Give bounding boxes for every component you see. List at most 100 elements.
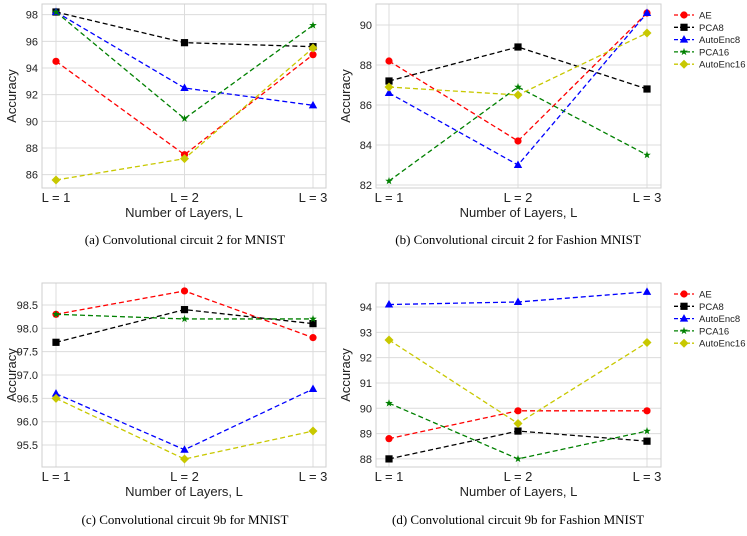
- legend-label: AutoEnc16: [699, 339, 745, 350]
- y-tick-label: 94: [360, 302, 372, 314]
- legend-marker: [679, 35, 689, 43]
- y-tick-label: 88: [360, 454, 372, 466]
- data-point: [385, 435, 393, 443]
- x-axis-label: Number of Layers, L: [460, 205, 578, 220]
- legend-label: PCA16: [699, 326, 729, 337]
- y-tick-label: 86: [360, 100, 372, 112]
- x-tick-label: L = 1: [42, 469, 71, 484]
- data-point: [52, 57, 60, 65]
- series-ae: [385, 407, 651, 443]
- series-pca16: [52, 8, 317, 122]
- chart-b: 82 84 86 88 90 L = 1 L = 2 L = 3 Number of Layer…: [338, 3, 745, 220]
- legend-label: AE: [699, 11, 712, 22]
- data-point: [642, 287, 652, 295]
- series-pca8: [385, 43, 651, 93]
- legend-marker: [680, 47, 688, 56]
- data-point: [513, 418, 523, 428]
- x-tick-label: L = 3: [299, 190, 328, 205]
- series-autoenc16: [384, 335, 652, 428]
- legend-label: AutoEnc16: [699, 60, 745, 71]
- x-tick-label: L = 3: [299, 469, 328, 484]
- data-point: [52, 8, 60, 16]
- legend-marker: [679, 338, 689, 348]
- legend-marker: [680, 23, 688, 31]
- series-autoenc8: [384, 8, 652, 168]
- data-point: [514, 427, 522, 435]
- data-point: [180, 287, 189, 295]
- caption-b: (b) Convolutional circuit 2 for Fashion …: [395, 232, 641, 247]
- x-tick-label: L = 2: [170, 469, 199, 484]
- chart-a: 86 88 90 92 94 96 98 L = 1 L = 2 L = 3 Number of L…: [4, 3, 328, 220]
- legend-label: AutoEnc8: [699, 35, 740, 46]
- y-tick-label: 82: [360, 180, 372, 192]
- legend-item: AutoEnc8: [674, 35, 740, 46]
- legend-item: AE: [674, 11, 712, 22]
- data-point: [643, 427, 651, 435]
- data-point: [385, 177, 393, 185]
- data-point: [643, 407, 651, 415]
- x-tick-label: L = 1: [375, 190, 404, 205]
- data-point: [180, 114, 189, 122]
- data-point: [180, 314, 189, 323]
- series-pca8: [52, 306, 317, 346]
- x-tick-label: L = 2: [504, 190, 533, 205]
- y-tick-label: 94: [26, 63, 38, 75]
- y-tick-label: 93: [360, 327, 372, 339]
- y-axis-label: Accuracy: [4, 69, 19, 123]
- series-autoenc16: [51, 393, 318, 464]
- data-point: [309, 21, 317, 29]
- x-tick-label: L = 2: [170, 190, 199, 205]
- series-line: [388, 46, 648, 90]
- data-point: [513, 297, 523, 305]
- data-point: [513, 160, 523, 168]
- data-point: [51, 389, 61, 397]
- series-autoenc16: [384, 28, 652, 100]
- legend-marker: [680, 11, 688, 19]
- legend-label: PCA16: [699, 47, 729, 58]
- data-point: [180, 154, 189, 164]
- legend-item: AE: [674, 290, 712, 301]
- data-point: [308, 100, 318, 109]
- y-tick-label: 98.0: [17, 323, 38, 335]
- legend-item: PCA8: [674, 302, 724, 313]
- y-tick-label: 90: [26, 116, 38, 128]
- legend-item: PCA8: [674, 23, 724, 34]
- series-line: [55, 11, 314, 106]
- y-tick-label: 90: [360, 20, 372, 32]
- plot-frame: [375, 3, 662, 189]
- data-point: [52, 338, 60, 346]
- caption-c: (c) Convolutional circuit 9b for MNIST: [81, 512, 289, 527]
- plot-frame: [41, 282, 327, 468]
- data-point: [180, 445, 189, 453]
- y-axis-label: Accuracy: [338, 69, 353, 123]
- series-pca16: [52, 310, 317, 323]
- data-point: [643, 437, 651, 445]
- data-point: [180, 83, 189, 91]
- x-axis-label: Number of Layers, L: [125, 205, 243, 220]
- y-tick-label: 95.5: [17, 440, 38, 452]
- legend-label: PCA8: [699, 302, 724, 313]
- caption-d: (d) Convolutional circuit 9b for Fashion…: [391, 512, 645, 527]
- legend-item: AutoEnc8: [674, 314, 740, 325]
- data-point: [308, 384, 318, 393]
- data-point: [309, 334, 317, 342]
- data-point: [385, 77, 393, 85]
- y-tick-label: 84: [360, 140, 372, 152]
- series-pca16: [385, 399, 651, 463]
- x-tick-label: L = 1: [42, 190, 71, 205]
- data-point: [309, 320, 317, 328]
- chart-d: 88 89 90 91 92 93 94 L = 1 L = 2 L = 3 Number of L…: [338, 282, 745, 499]
- series-pca8: [385, 427, 651, 463]
- legend-item: PCA16: [674, 47, 729, 58]
- series-pca16: [385, 83, 651, 185]
- series-line: [388, 12, 648, 142]
- data-point: [385, 399, 393, 407]
- legend-item: AutoEnc16: [674, 338, 745, 350]
- caption-a: (a) Convolutional circuit 2 for MNIST: [84, 232, 286, 247]
- x-tick-label: L = 2: [504, 469, 533, 484]
- series-line: [388, 86, 648, 182]
- data-point: [513, 90, 523, 100]
- y-tick-label: 86: [26, 170, 38, 182]
- x-tick-label: L = 3: [633, 469, 662, 484]
